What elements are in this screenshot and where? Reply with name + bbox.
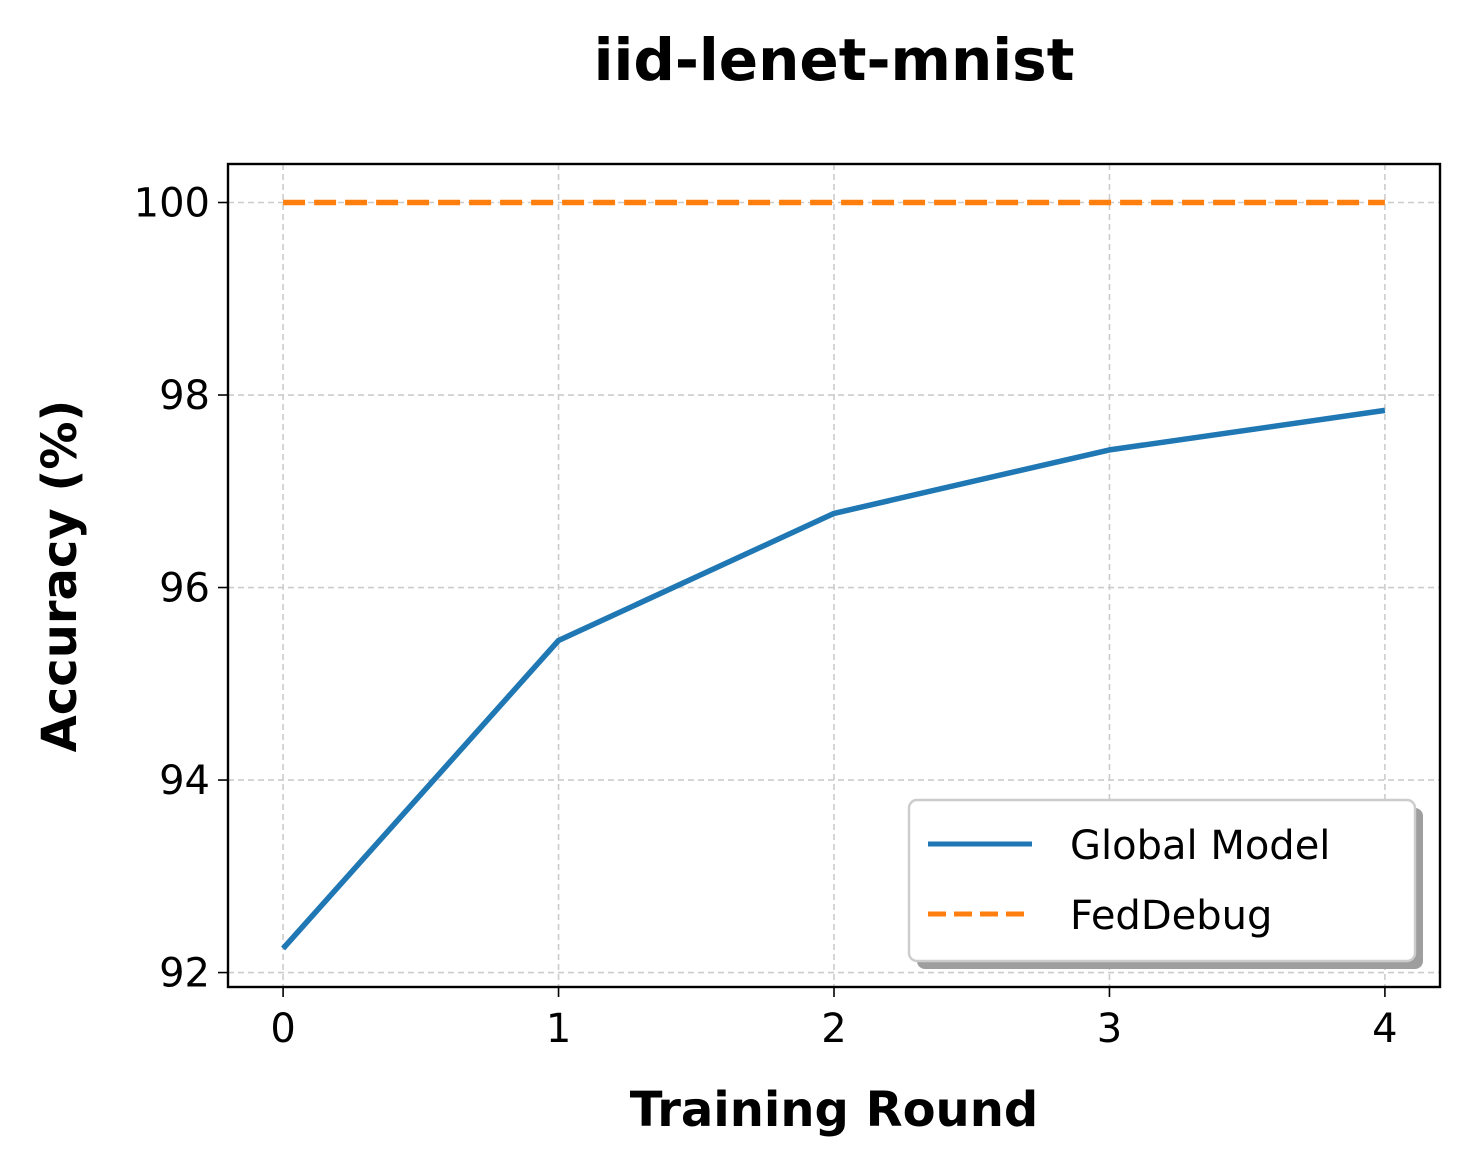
series-layer [281, 199, 1386, 951]
x-axis-label: Training Round [630, 1082, 1039, 1138]
series-line-global-model [281, 407, 1386, 951]
y-tick-label-92: 92 [159, 951, 210, 997]
y-tick-label-94: 94 [159, 758, 210, 804]
x-tick-label-0: 0 [270, 1006, 295, 1052]
chart-title: iid-lenet-mnist [594, 26, 1075, 94]
y-tick-label-96: 96 [159, 566, 210, 612]
y-axis-ticks: 92 94 96 98 100 [134, 181, 228, 997]
x-tick-label-1: 1 [546, 1006, 571, 1052]
legend-label-feddebug: FedDebug [1070, 893, 1272, 939]
y-axis-label: Accuracy (%) [32, 400, 88, 753]
legend-label-global-model: Global Model [1070, 823, 1330, 869]
y-tick-label-98: 98 [159, 373, 210, 419]
legend: Global Model FedDebug [907, 798, 1423, 969]
x-tick-label-2: 2 [821, 1006, 846, 1052]
x-tick-label-3: 3 [1097, 1006, 1122, 1052]
legend-box [907, 798, 1417, 963]
x-tick-label-4: 4 [1372, 1006, 1397, 1052]
x-axis-ticks: 0 1 2 3 4 [270, 987, 1398, 1052]
y-tick-label-100: 100 [134, 181, 210, 227]
